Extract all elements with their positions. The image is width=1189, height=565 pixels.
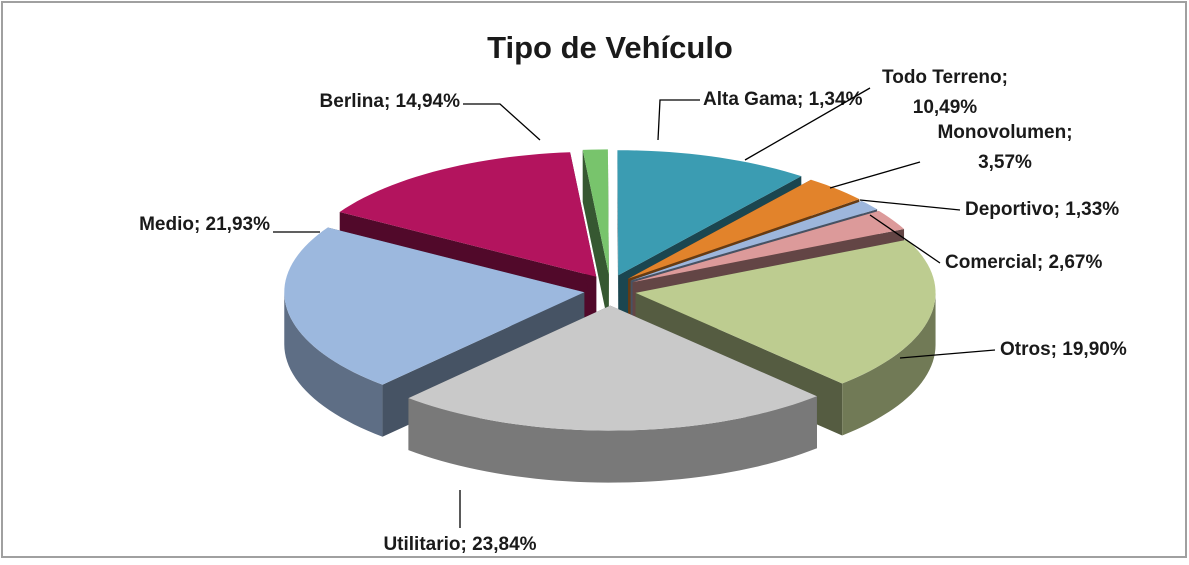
leader-line bbox=[463, 103, 541, 141]
data-label: Alta Gama; 1,34% bbox=[703, 89, 863, 110]
slice-side bbox=[582, 149, 609, 327]
leader-line bbox=[657, 99, 700, 141]
data-label-line: 10,49% bbox=[913, 97, 978, 118]
slice-wall bbox=[408, 396, 817, 483]
slice bbox=[408, 305, 817, 431]
slice bbox=[339, 152, 597, 277]
leader-line bbox=[869, 214, 941, 264]
leader-line bbox=[859, 199, 961, 211]
slice-side bbox=[617, 150, 619, 328]
data-label-line: Todo Terreno; bbox=[882, 67, 1008, 88]
slice bbox=[582, 149, 609, 275]
slice bbox=[617, 150, 802, 276]
slice-wall bbox=[284, 292, 383, 437]
leader-line bbox=[744, 87, 871, 161]
pie bbox=[284, 149, 936, 483]
data-label: Todo Terreno; 10,49% bbox=[882, 67, 1008, 118]
data-label: Utilitario; 23,84% bbox=[383, 534, 536, 555]
leader-line bbox=[829, 161, 921, 189]
data-label: Deportivo; 1,33% bbox=[965, 199, 1119, 220]
data-labels: Alta Gama; 1,34% Todo Terreno; 10,49% Monov… bbox=[139, 67, 1127, 555]
slice-wall bbox=[842, 292, 936, 436]
data-label: Medio; 21,93% bbox=[139, 214, 270, 235]
data-label-line: 3,57% bbox=[978, 152, 1032, 173]
data-label: Otros; 19,90% bbox=[1000, 339, 1127, 360]
data-label: Berlina; 14,94% bbox=[320, 91, 461, 112]
leader-line bbox=[899, 349, 996, 359]
slice bbox=[632, 210, 905, 283]
data-label-line: Monovolumen; bbox=[937, 122, 1072, 143]
slice bbox=[635, 239, 936, 384]
data-label: Comercial; 2,67% bbox=[945, 252, 1102, 273]
data-label: Monovolumen; 3,57% bbox=[937, 122, 1072, 173]
slice bbox=[630, 200, 878, 281]
chart-title: Tipo de Vehículo bbox=[487, 30, 733, 65]
slice bbox=[628, 179, 860, 279]
slice bbox=[284, 227, 585, 385]
